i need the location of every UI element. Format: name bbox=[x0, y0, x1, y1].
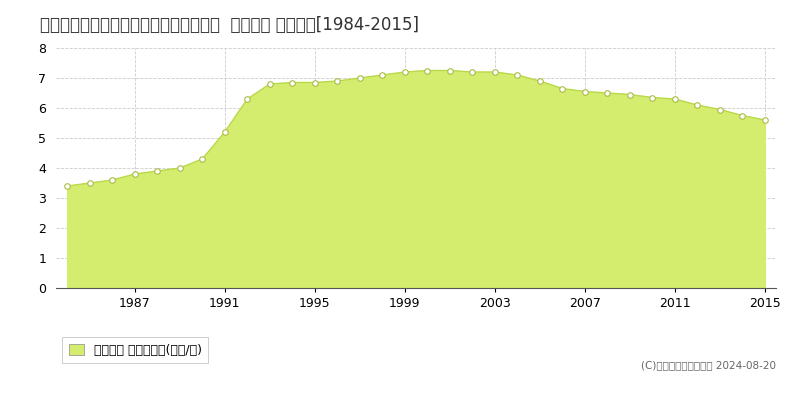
Legend: 地価公示 平均坪単価(万円/坪): 地価公示 平均坪単価(万円/坪) bbox=[62, 338, 208, 363]
Point bbox=[443, 67, 456, 74]
Point bbox=[286, 79, 298, 86]
Point bbox=[398, 69, 411, 75]
Point bbox=[128, 171, 141, 177]
Point bbox=[331, 78, 344, 84]
Point bbox=[736, 112, 749, 119]
Point bbox=[151, 168, 164, 174]
Point bbox=[601, 90, 614, 96]
Point bbox=[376, 72, 389, 78]
Point bbox=[354, 75, 366, 81]
Point bbox=[556, 85, 569, 92]
Point bbox=[421, 67, 434, 74]
Point bbox=[196, 156, 209, 162]
Point bbox=[668, 96, 681, 102]
Point bbox=[646, 94, 658, 101]
Point bbox=[623, 91, 636, 98]
Point bbox=[691, 102, 704, 108]
Point bbox=[578, 88, 591, 95]
Text: 栃木県栃木市千塚町字春名塚１６７番２  地価公示 地価推移[1984-2015]: 栃木県栃木市千塚町字春名塚１６７番２ 地価公示 地価推移[1984-2015] bbox=[40, 16, 419, 34]
Point bbox=[714, 106, 726, 113]
Point bbox=[511, 72, 524, 78]
Point bbox=[263, 81, 276, 87]
Point bbox=[758, 117, 771, 123]
Text: (C)土地価格ドットコム 2024-08-20: (C)土地価格ドットコム 2024-08-20 bbox=[641, 360, 776, 370]
Point bbox=[308, 79, 321, 86]
Point bbox=[466, 69, 478, 75]
Point bbox=[534, 78, 546, 84]
Point bbox=[61, 183, 74, 189]
Point bbox=[241, 96, 254, 102]
Point bbox=[174, 165, 186, 171]
Point bbox=[106, 177, 118, 183]
Point bbox=[83, 180, 96, 186]
Point bbox=[488, 69, 501, 75]
Point bbox=[218, 129, 231, 135]
